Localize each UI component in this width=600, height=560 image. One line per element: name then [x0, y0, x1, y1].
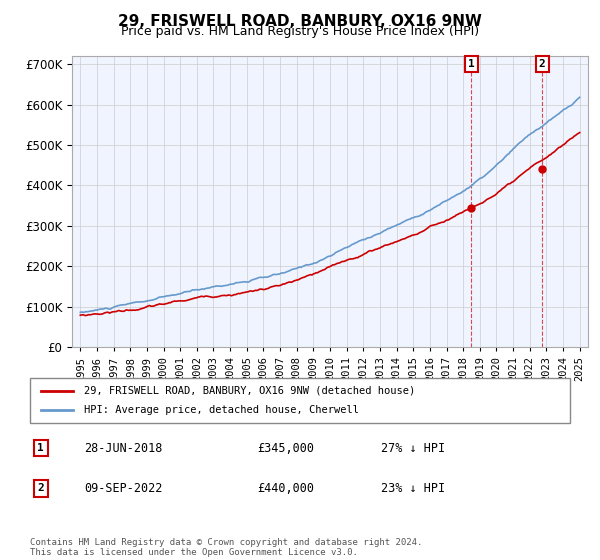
FancyBboxPatch shape: [30, 378, 570, 423]
Text: £345,000: £345,000: [257, 441, 314, 455]
Text: Price paid vs. HM Land Registry's House Price Index (HPI): Price paid vs. HM Land Registry's House …: [121, 25, 479, 38]
Text: 2: 2: [37, 483, 44, 493]
Text: 2: 2: [539, 59, 545, 69]
Text: 29, FRISWELL ROAD, BANBURY, OX16 9NW: 29, FRISWELL ROAD, BANBURY, OX16 9NW: [118, 14, 482, 29]
Text: Contains HM Land Registry data © Crown copyright and database right 2024.
This d: Contains HM Land Registry data © Crown c…: [30, 538, 422, 557]
Text: 1: 1: [468, 59, 475, 69]
Text: 29, FRISWELL ROAD, BANBURY, OX16 9NW (detached house): 29, FRISWELL ROAD, BANBURY, OX16 9NW (de…: [84, 385, 415, 395]
Text: 27% ↓ HPI: 27% ↓ HPI: [381, 441, 445, 455]
Text: 09-SEP-2022: 09-SEP-2022: [84, 482, 163, 495]
Text: 28-JUN-2018: 28-JUN-2018: [84, 441, 163, 455]
Text: 1: 1: [37, 443, 44, 453]
Text: 23% ↓ HPI: 23% ↓ HPI: [381, 482, 445, 495]
Text: £440,000: £440,000: [257, 482, 314, 495]
Text: HPI: Average price, detached house, Cherwell: HPI: Average price, detached house, Cher…: [84, 405, 359, 416]
